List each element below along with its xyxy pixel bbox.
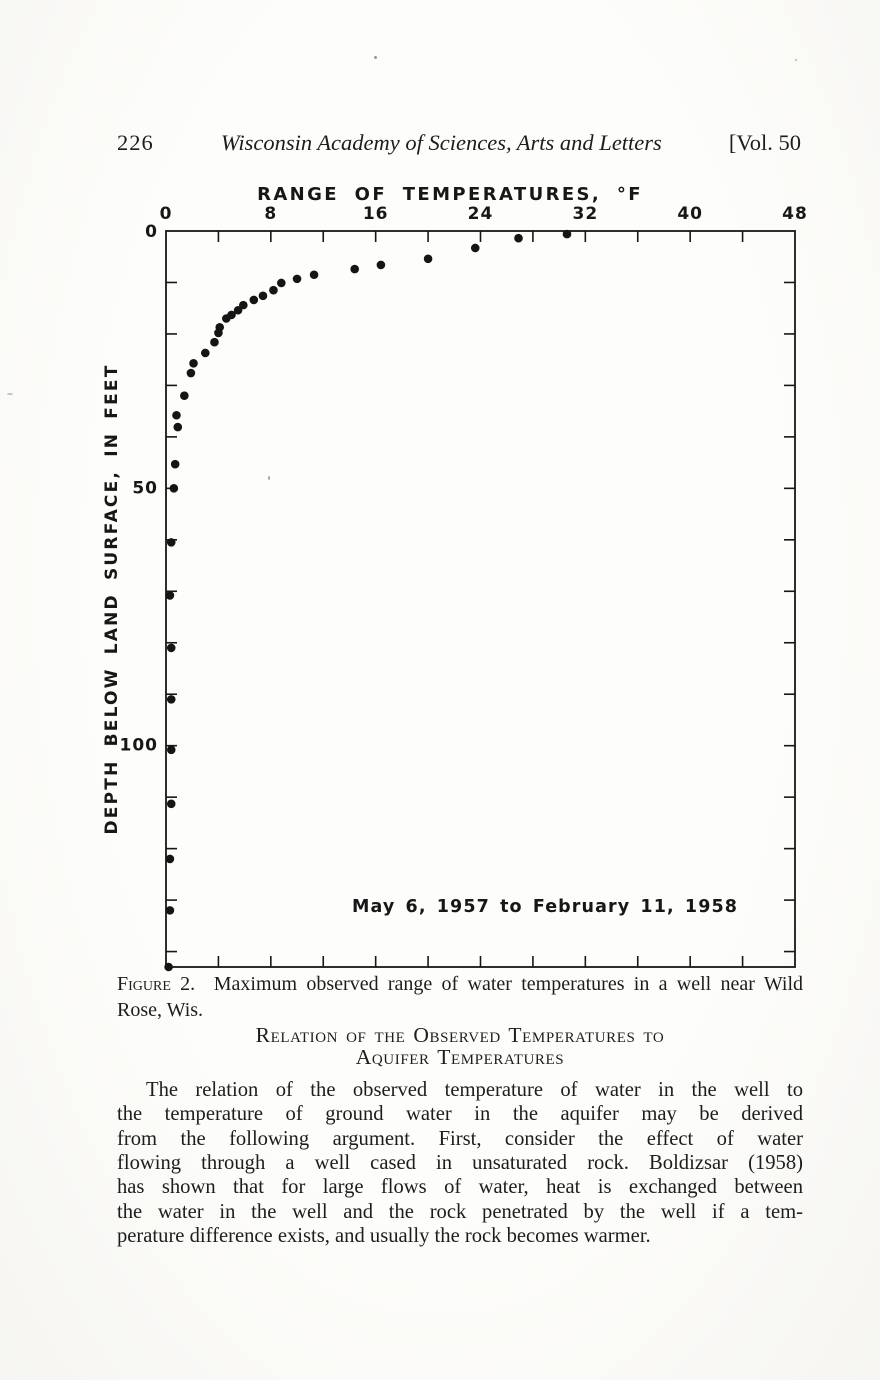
body-paragraph: The relation of the observed temperature… <box>117 1078 803 1248</box>
text-line: the temperature of ground water in the a… <box>117 1103 803 1126</box>
data-point <box>292 274 302 284</box>
data-point <box>166 745 176 755</box>
chart-frame <box>165 230 796 968</box>
y-tick-label: 100 <box>120 736 159 756</box>
data-point <box>180 391 189 400</box>
figure-caption-line2: Rose, Wis. <box>117 998 204 1021</box>
data-point <box>189 358 198 368</box>
x-tick-label: 48 <box>782 204 808 224</box>
text-line: perature difference exists, and usually … <box>117 1225 651 1248</box>
x-tick-label: 16 <box>363 204 389 224</box>
data-point <box>221 314 231 323</box>
data-point <box>166 538 176 547</box>
data-point <box>165 591 175 600</box>
y-tick-label: 0 <box>145 222 158 242</box>
data-point <box>309 270 319 280</box>
data-point <box>166 799 176 809</box>
x-tick-label: 32 <box>572 204 598 224</box>
chart-annotation: May 6, 1957 to February 11, 1958 <box>352 897 738 917</box>
data-point <box>186 368 196 378</box>
text-line: The relation of the observed temperature… <box>146 1079 803 1101</box>
figure-label: Figure 2. <box>117 973 196 995</box>
y-axis-title: DEPTH BELOW LAND SURFACE, IN FEET <box>102 363 122 834</box>
scan-speck <box>7 393 13 395</box>
data-point <box>165 854 175 864</box>
data-point <box>172 410 181 420</box>
text-line: flowing through a well cased in unsatura… <box>117 1152 803 1175</box>
data-point <box>258 291 268 301</box>
figure-caption-text: Maximum observed range of water temperat… <box>213 973 804 995</box>
data-point <box>470 243 480 253</box>
figure-caption-line1: Figure 2. Maximum observed range of wate… <box>117 972 803 998</box>
data-point <box>249 295 259 305</box>
data-point <box>239 300 248 310</box>
data-point <box>173 422 183 432</box>
section-heading: Relation of the Observed Temperatures to… <box>117 1024 803 1068</box>
data-point <box>269 285 278 295</box>
scan-speck <box>374 56 377 59</box>
scan-speck <box>795 59 797 61</box>
text-line: has shown that for large flows of water,… <box>117 1176 803 1199</box>
journal-title: Wisconsin Academy of Sciences, Arts and … <box>220 130 662 155</box>
data-point <box>166 643 176 653</box>
data-point <box>277 278 286 288</box>
data-point <box>562 229 572 239</box>
data-point <box>214 328 223 338</box>
data-point <box>165 906 175 915</box>
data-point <box>423 254 433 264</box>
running-head: 226 Wisconsin Academy of Sciences, Arts … <box>117 130 801 155</box>
y-tick-label: 50 <box>132 478 158 498</box>
page-number: 226 <box>117 130 154 155</box>
data-point <box>350 264 359 274</box>
section-heading-line2: Aquifer Temperatures <box>355 1045 565 1069</box>
x-tick-label: 24 <box>468 204 494 224</box>
x-tick-label: 8 <box>264 204 277 224</box>
data-point <box>514 233 523 243</box>
x-tick-label: 0 <box>160 204 173 224</box>
section-heading-line1: Relation of the Observed Temperatures to <box>255 1023 665 1047</box>
data-point <box>166 695 176 704</box>
data-point <box>376 260 386 270</box>
figure-2-temperature-range-chart: 0 8 16 24 32 40 48 0 50 100 RANGE OF TEMPERATURES,… <box>102 184 808 972</box>
x-tick-label: 40 <box>677 204 703 224</box>
data-point <box>164 962 173 972</box>
data-point <box>210 337 219 347</box>
data-point <box>201 348 210 358</box>
text-line: the water in the well and the rock penet… <box>117 1200 803 1223</box>
data-point <box>170 459 180 469</box>
data-point <box>169 484 179 493</box>
data-point <box>233 305 243 315</box>
text-line: from the following argument. First, cons… <box>117 1127 803 1150</box>
x-axis-title: RANGE OF TEMPERATURES, °F <box>257 184 643 205</box>
volume-label: [Vol. 50 <box>728 130 801 155</box>
figure-caption: Figure 2. Maximum observed range of wate… <box>117 972 803 1023</box>
